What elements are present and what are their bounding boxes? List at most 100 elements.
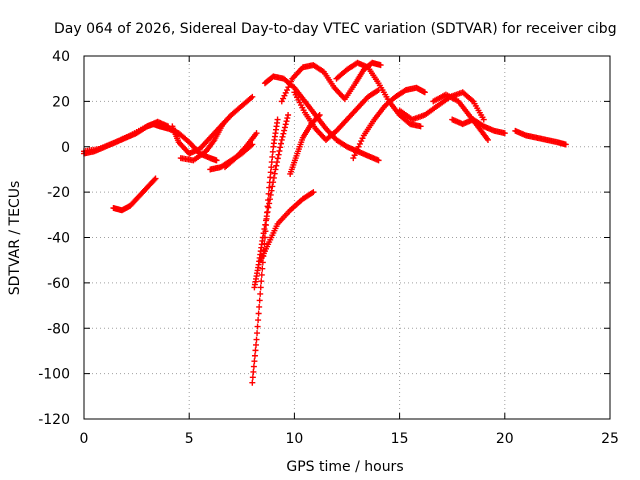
data-point — [310, 189, 317, 196]
data-point — [269, 148, 276, 155]
data-point — [562, 141, 569, 148]
series-arc-7 — [221, 130, 260, 171]
series-arc-9 — [251, 111, 292, 291]
data-point — [271, 170, 278, 177]
data-point — [421, 89, 428, 96]
data-point — [213, 157, 220, 164]
x-tick-label: 20 — [496, 431, 514, 447]
data-point — [267, 191, 274, 198]
data-point — [270, 174, 277, 181]
x-tick-label: 25 — [601, 431, 619, 447]
data-point — [316, 111, 323, 118]
series-arc-12 — [287, 111, 323, 177]
data-point — [264, 208, 271, 215]
data-point — [259, 265, 266, 272]
data-point — [281, 124, 288, 131]
data-point — [484, 136, 491, 143]
data-point — [375, 157, 382, 164]
data-point — [250, 363, 257, 370]
data-point — [262, 217, 269, 224]
data-point — [249, 379, 256, 386]
data-point — [315, 113, 322, 120]
data-point — [255, 317, 262, 324]
chart-title: Day 064 of 2026, Sidereal Day-to-day VTE… — [54, 21, 617, 37]
x-tick-label: 10 — [285, 431, 303, 447]
data-point — [276, 148, 283, 155]
data-point — [151, 176, 158, 183]
data-point — [258, 271, 265, 278]
data-point — [258, 278, 265, 285]
data-point — [252, 347, 259, 354]
data-point — [263, 213, 270, 220]
data-point — [278, 136, 285, 143]
data-point — [280, 130, 287, 137]
data-point — [260, 230, 267, 237]
data-point — [274, 159, 281, 166]
x-axis-label: GPS time / hours — [286, 459, 403, 475]
series-arc-3 — [110, 175, 159, 214]
data-point — [254, 323, 261, 330]
x-tick-label: 15 — [391, 431, 409, 447]
data-point — [262, 221, 269, 228]
data-point — [219, 121, 226, 128]
series-arc-17 — [396, 89, 487, 123]
data-point — [275, 151, 282, 158]
data-point — [277, 144, 284, 151]
data-point — [268, 164, 275, 171]
x-tick-label: 5 — [185, 431, 194, 447]
data-point — [377, 62, 384, 69]
data-point — [256, 303, 263, 310]
data-point — [277, 140, 284, 147]
data-point — [253, 341, 260, 348]
series-arc-20 — [512, 127, 569, 148]
data-point — [268, 159, 275, 166]
data-point — [249, 374, 256, 381]
series-arc-16 — [350, 84, 428, 162]
y-tick-label: -20 — [47, 185, 70, 201]
data-point — [256, 297, 263, 304]
series-arc-18 — [430, 91, 491, 143]
data-point — [282, 121, 289, 128]
data-point — [266, 200, 273, 207]
y-axis-label: SDTVAR / TECUs — [7, 181, 23, 296]
data-point — [283, 118, 290, 125]
data-point — [273, 162, 280, 169]
data-point — [281, 127, 288, 134]
data-point — [261, 225, 268, 232]
y-tick-label: 20 — [52, 94, 70, 110]
y-tick-label: -120 — [38, 412, 70, 428]
axis-ticks: 0 5 10 15 20 25 -120 -100 -80 -60 -40 -20 0 20 40 — [38, 49, 619, 447]
data-point — [269, 153, 276, 160]
data-points — [81, 59, 569, 386]
x-tick-label: 0 — [80, 431, 89, 447]
y-tick-label: -80 — [47, 321, 70, 337]
y-tick-label: -60 — [47, 276, 70, 292]
data-point — [249, 93, 256, 100]
data-point — [274, 155, 281, 162]
data-point — [259, 234, 266, 241]
data-point — [257, 284, 264, 291]
data-point — [270, 179, 277, 186]
data-point — [265, 204, 272, 211]
data-point — [266, 196, 273, 203]
data-point — [272, 166, 279, 173]
series-arc-10 — [257, 189, 317, 264]
y-tick-label: 40 — [52, 49, 70, 65]
data-point — [250, 368, 257, 375]
data-point — [255, 310, 262, 317]
data-point — [285, 111, 292, 118]
data-point — [257, 290, 264, 297]
series-arc-5 — [177, 121, 226, 164]
series-arc-15 — [333, 59, 424, 130]
data-point — [251, 352, 258, 359]
data-point — [253, 336, 260, 343]
data-point — [480, 116, 487, 123]
data-point — [269, 183, 276, 190]
series-arc-13 — [278, 59, 384, 105]
data-point — [268, 187, 275, 194]
data-point — [501, 130, 508, 137]
data-point — [417, 123, 424, 130]
y-tick-label: 0 — [61, 140, 70, 156]
